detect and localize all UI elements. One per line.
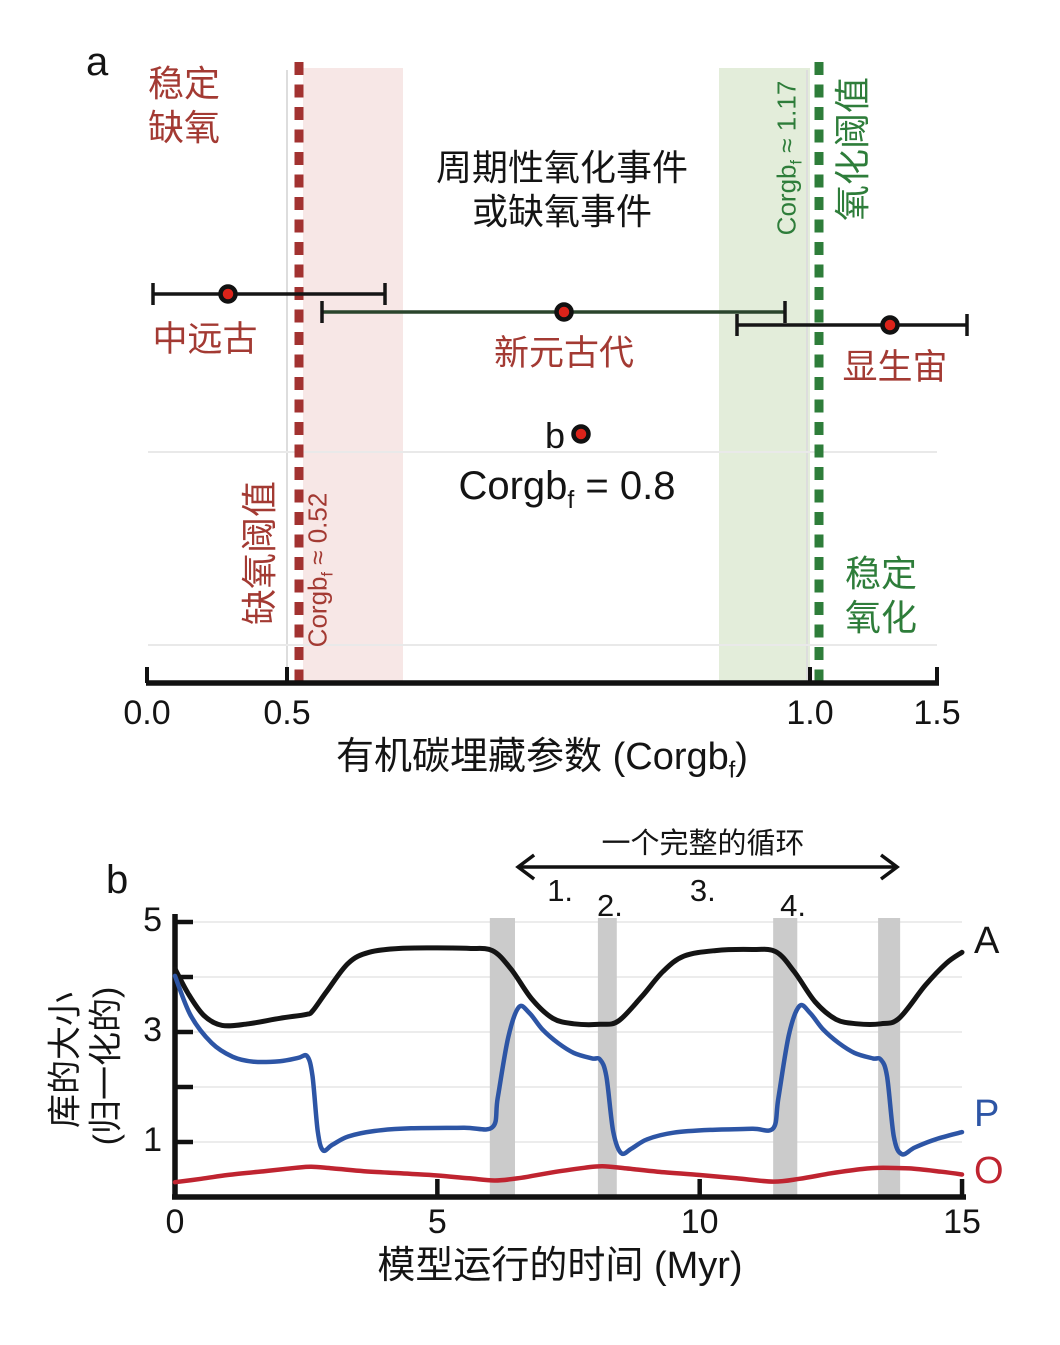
stable-oxic-line2: 氧化 xyxy=(845,596,918,638)
panel-a-x-tick-label: 1.0 xyxy=(786,694,834,732)
anoxic-threshold-label: 缺氧阈值 xyxy=(239,480,280,626)
cycle-step-label: 3. xyxy=(689,873,716,908)
cycle-arrow-head-left xyxy=(515,853,536,881)
anoxic-threshold-value-post: ≈ 0.52 xyxy=(302,492,333,573)
era-label: 中远古 xyxy=(152,320,258,359)
oxic-threshold-band xyxy=(719,68,810,683)
panel-a-x-axis-title-pre: 有机碳埋藏参数 (Corgb xyxy=(336,736,729,778)
b-marker-caption-pre: Corgb xyxy=(458,464,568,508)
cycle-step-label: 1. xyxy=(547,873,574,908)
cycle-step-label: 4. xyxy=(780,888,807,923)
curve-A xyxy=(172,945,965,1029)
panel-b-x-axis-title: 模型运行的时间 (Myr) xyxy=(377,1245,743,1287)
panel-a-x-axis-title: 有机碳埋藏参数 (Corgbf) xyxy=(336,725,748,784)
oxic-threshold-label: 氧化阈值 xyxy=(832,76,873,222)
panel-b-label: b xyxy=(106,858,129,902)
cycle-annotation-label: 一个完整的循环 xyxy=(601,828,805,860)
era-label: 显生宙 xyxy=(842,348,948,387)
cycle-step-label: 2. xyxy=(597,888,623,923)
panel-a-x-tick-label: 0.0 xyxy=(123,694,171,732)
panel-a-x-axis-title-post: ) xyxy=(735,736,748,778)
era-label: 新元古代 xyxy=(493,334,635,373)
oxic-threshold-value-sub: f xyxy=(787,160,806,165)
era-data-point xyxy=(218,284,238,304)
curve-O xyxy=(172,1163,965,1185)
legend-label-O: O xyxy=(974,1150,1004,1193)
oxic-threshold-value-post: ≈ 1.17 xyxy=(771,80,802,161)
era-data-point xyxy=(880,315,900,335)
legend-label-P: P xyxy=(974,1093,1000,1136)
anoxic-threshold-band xyxy=(303,68,403,683)
b-marker-caption: Corgbf = 0.8 xyxy=(458,464,675,515)
b-marker-caption-post: = 0.8 xyxy=(574,464,676,508)
curve-P xyxy=(172,973,965,1157)
anoxic-threshold-value-pre: Corgb xyxy=(302,576,333,648)
cycle-arrow-head-right xyxy=(879,853,900,881)
anoxic-threshold-value: Corgbf ≈ 0.52 xyxy=(302,493,337,648)
panel-b-y-tick-label: 5 xyxy=(143,901,162,939)
b-marker-label: b xyxy=(545,415,566,456)
panel-b-x-tick-label: 10 xyxy=(680,1203,719,1241)
oxic-threshold-value-pre: Corgb xyxy=(771,164,802,236)
era-data-point xyxy=(554,302,574,322)
panel-b-x-tick-label: 15 xyxy=(943,1203,981,1241)
panel-a-x-tick-label: 1.5 xyxy=(913,694,961,732)
panel-a-x-tick-label: 0.5 xyxy=(263,694,311,732)
stable-anoxic-line1: 稳定 xyxy=(148,63,221,104)
b-marker-dot xyxy=(571,424,591,444)
stable-anoxic-line2: 缺氧 xyxy=(148,106,221,148)
panel-b-y-tick-label: 1 xyxy=(143,1121,162,1159)
stable-anoxic-label: 稳定 缺氧 xyxy=(148,62,220,150)
b-marker-caption-sub: f xyxy=(567,487,575,514)
oxic-threshold-value: Corgbf ≈ 1.17 xyxy=(771,81,806,236)
stable-oxic-line1: 稳定 xyxy=(845,553,918,594)
periodic-events-line1: 周期性氧化事件 xyxy=(435,147,689,188)
panel-a-x-axis-title-sub: f xyxy=(728,756,736,783)
panel-b-x-tick-label: 5 xyxy=(427,1203,447,1241)
anoxic-threshold-value-sub: f xyxy=(318,572,337,577)
periodic-events-label: 周期性氧化事件 或缺氧事件 xyxy=(436,146,688,234)
panel-b-y-tick-label: 3 xyxy=(143,1011,162,1049)
stable-oxic-label: 稳定 氧化 xyxy=(845,552,917,640)
panel-a-label: a xyxy=(86,40,109,84)
periodic-events-line2: 或缺氧事件 xyxy=(471,190,653,232)
panel-b-x-tick-label: 0 xyxy=(165,1203,185,1241)
legend-label-A: A xyxy=(974,920,1000,963)
